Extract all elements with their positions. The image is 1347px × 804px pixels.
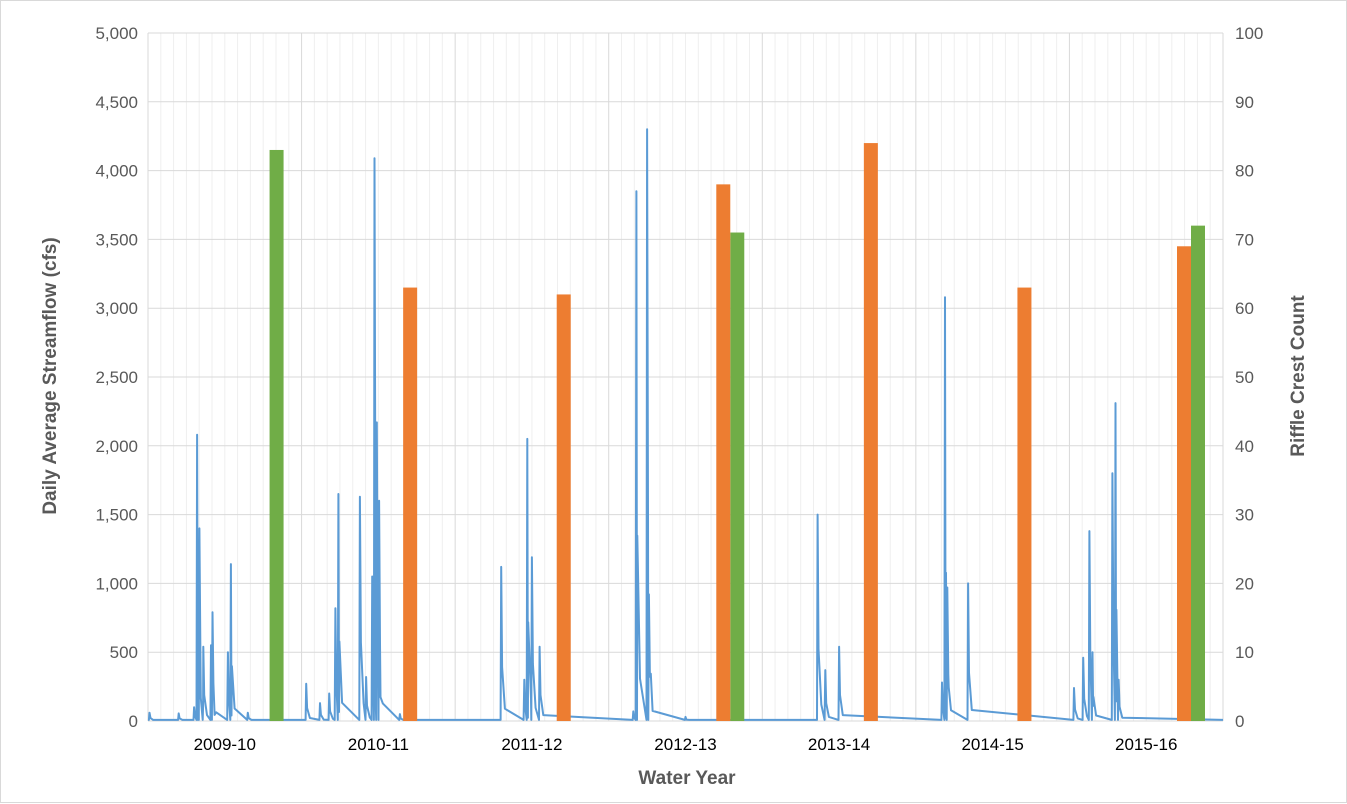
y2-tick-label: 20 [1235, 574, 1254, 593]
y-tick-label: 3,000 [95, 299, 138, 318]
y-tick-label: 2,500 [95, 368, 138, 387]
riffle-bar-orange-2015-16 [1177, 246, 1191, 721]
y2-tick-label: 90 [1235, 93, 1254, 112]
x-category-label: 2012-13 [654, 735, 716, 754]
x-category-label: 2015-16 [1115, 735, 1177, 754]
gridlines [148, 33, 1223, 721]
y-axis-title: Daily Average Streamflow (cfs) [40, 237, 61, 514]
riffle-bar-orange-2013-14 [864, 143, 878, 721]
y2-tick-label: 80 [1235, 162, 1254, 181]
y2-tick-label: 30 [1235, 506, 1254, 525]
y2-axis-title: Riffle Crest Count [1288, 295, 1309, 457]
y-tick-label: 4,000 [95, 162, 138, 181]
y-tick-label: 1,500 [95, 506, 138, 525]
riffle-bars [270, 143, 1205, 721]
y-tick-label: 3,500 [95, 230, 138, 249]
y-tick-label: 2,000 [95, 437, 138, 456]
x-category-label: 2009-10 [194, 735, 256, 754]
y2-tick-label: 50 [1235, 368, 1254, 387]
y2-tick-label: 100 [1235, 24, 1263, 43]
y2-tick-label: 0 [1235, 712, 1244, 731]
riffle-bar-orange-2010-11 [403, 288, 417, 721]
y-tick-label: 4,500 [95, 93, 138, 112]
x-category-label: 2014-15 [961, 735, 1023, 754]
y-tick-label: 5,000 [95, 24, 138, 43]
y2-tick-label: 40 [1235, 437, 1254, 456]
riffle-bar-green-2012-13 [730, 233, 744, 721]
riffle-bar-orange-2011-12 [557, 294, 571, 721]
y2-tick-label: 60 [1235, 299, 1254, 318]
x-category-label: 2011-12 [501, 735, 562, 754]
riffle-bar-orange-2014-15 [1017, 288, 1031, 721]
x-category-label: 2013-14 [808, 735, 870, 754]
y2-tick-label: 70 [1235, 230, 1254, 249]
x-axis-title: Water Year [638, 768, 736, 789]
riffle-bar-green-2009-10 [270, 150, 284, 721]
riffle-bar-green-2015-16 [1191, 226, 1205, 721]
riffle-bar-orange-2012-13 [716, 184, 730, 721]
y-tick-label: 500 [110, 643, 138, 662]
x-category-label: 2010-11 [348, 735, 409, 754]
y-tick-label: 0 [129, 712, 138, 731]
y-tick-label: 1,000 [95, 574, 138, 593]
y2-tick-label: 10 [1235, 643, 1254, 662]
